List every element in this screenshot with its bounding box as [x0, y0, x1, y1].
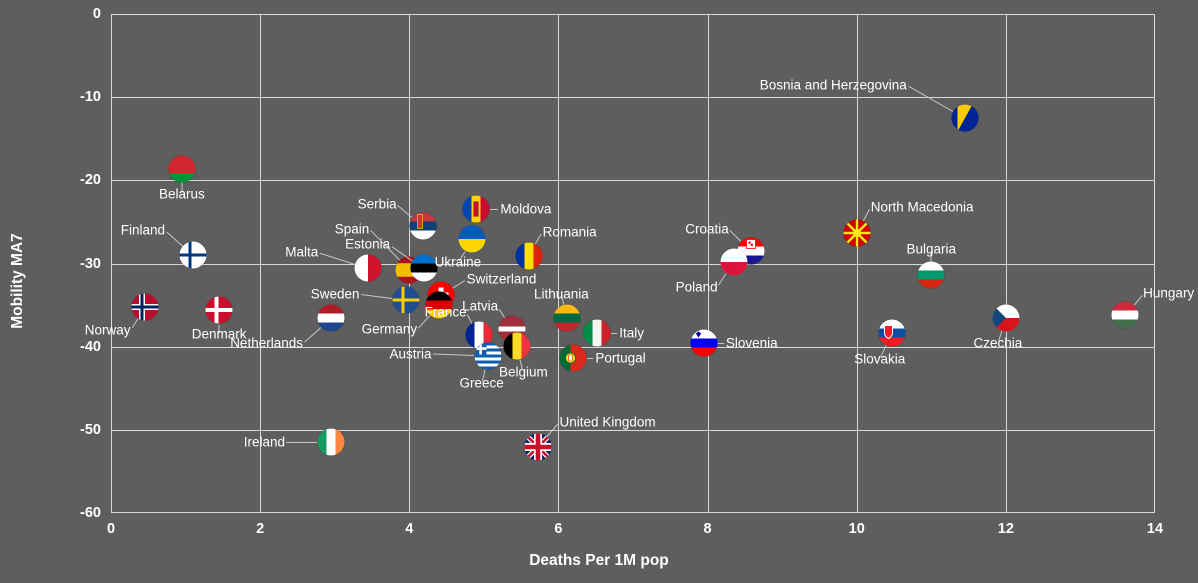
x-axis-tick-label: 14	[1146, 521, 1164, 537]
gridline-horizontal	[111, 180, 1155, 181]
data-point-marker-greece[interactable]	[474, 342, 502, 370]
data-point-marker-norway[interactable]	[131, 293, 159, 321]
data-point-label: Denmark	[191, 326, 247, 342]
data-point-label: Czechia	[973, 335, 1023, 351]
data-point-marker-north-macedonia[interactable]	[843, 219, 871, 247]
data-point-label: United Kingdom	[559, 414, 656, 430]
gridline-vertical	[1006, 14, 1007, 513]
label-leader-line	[610, 332, 618, 334]
y-axis-title: Mobility MA7	[9, 233, 26, 329]
x-axis-tick-label: 8	[703, 521, 712, 537]
gridline-horizontal	[111, 430, 1155, 431]
data-point-marker-moldova[interactable]	[462, 195, 490, 223]
data-point-marker-hungary[interactable]	[1111, 301, 1139, 329]
x-axis-tick-label: 10	[848, 521, 865, 537]
data-point-label: Estonia	[345, 236, 391, 252]
data-point-marker-ukraine[interactable]	[458, 225, 486, 253]
y-axis-tick-label: -40	[80, 338, 101, 355]
data-point-marker-italy[interactable]	[583, 319, 611, 347]
data-point-marker-slovakia[interactable]	[878, 319, 906, 347]
data-point-marker-portugal[interactable]	[559, 344, 587, 372]
y-axis-tick-label: -50	[80, 421, 101, 438]
data-point-marker-poland[interactable]	[720, 248, 748, 276]
data-point-label: France	[424, 304, 467, 320]
x-axis-tick-label: 0	[106, 521, 116, 537]
gridline-vertical	[857, 14, 858, 513]
data-point-label: Croatia	[685, 221, 729, 237]
data-point-label: North Macedonia	[870, 199, 974, 215]
data-point-marker-netherlands[interactable]	[317, 304, 345, 332]
y-axis-tick-label: -30	[80, 255, 101, 272]
label-leader-line	[489, 208, 499, 210]
data-point-label: Ireland	[243, 434, 285, 450]
data-point-marker-denmark[interactable]	[205, 296, 233, 324]
data-point-marker-bulgaria[interactable]	[917, 261, 945, 289]
x-axis-tick-label: 12	[997, 521, 1014, 537]
label-leader-line	[586, 358, 594, 360]
data-point-marker-united-kingdom[interactable]	[524, 433, 552, 461]
data-point-label: Germany	[361, 321, 418, 337]
data-point-label: Belarus	[158, 186, 205, 202]
data-point-marker-sweden[interactable]	[392, 286, 420, 314]
data-point-label: Moldova	[500, 201, 552, 217]
data-point-label: Hungary	[1143, 285, 1195, 301]
data-point-label: Finland	[120, 222, 166, 238]
data-point-label: Romania	[542, 224, 597, 240]
data-point-marker-slovenia[interactable]	[690, 329, 718, 357]
data-point-label: Slovakia	[854, 351, 906, 367]
data-point-label: Bulgaria	[906, 241, 957, 257]
data-point-label: Malta	[285, 244, 319, 260]
plot-area	[111, 14, 1155, 513]
data-point-label: Slovenia	[725, 335, 778, 351]
data-point-marker-czechia[interactable]	[992, 304, 1020, 332]
data-point-label: Belgium	[499, 364, 548, 380]
data-point-marker-croatia[interactable]	[737, 237, 765, 265]
data-point-marker-romania[interactable]	[515, 242, 543, 270]
data-point-label: Bosnia and Herzegovina	[759, 77, 907, 93]
x-axis-tick-label: 2	[256, 521, 265, 537]
y-axis-tick-label: -20	[80, 172, 101, 189]
data-point-label: Norway	[84, 322, 131, 338]
gridline-vertical	[558, 14, 559, 513]
data-point-marker-bosnia-and-herzegovina[interactable]	[951, 104, 979, 132]
y-axis-tick-label: -60	[80, 505, 101, 521]
data-point-label: Serbia	[357, 196, 397, 212]
data-point-label: Italy	[619, 325, 644, 341]
data-point-label: Austria	[389, 346, 432, 362]
data-point-label: Sweden	[310, 286, 360, 302]
data-point-marker-belgium[interactable]	[503, 332, 531, 360]
data-point-marker-france[interactable]	[465, 321, 493, 349]
gridline-vertical	[708, 14, 709, 513]
data-point-marker-serbia[interactable]	[409, 212, 437, 240]
x-axis-title: Deaths Per 1M pop	[529, 552, 669, 569]
y-axis-tick-label: -10	[80, 89, 101, 106]
data-point-label: Netherlands	[230, 335, 303, 351]
gridline-horizontal	[111, 97, 1155, 98]
data-point-label: Latvia	[462, 298, 499, 314]
x-axis-tick-label: 4	[405, 521, 414, 537]
data-point-label: Greece	[459, 375, 504, 391]
data-point-label: Ukraine	[434, 254, 482, 270]
data-point-marker-lithuania[interactable]	[553, 304, 581, 332]
data-point-marker-finland[interactable]	[179, 241, 207, 269]
gridline-horizontal	[111, 264, 1155, 265]
data-point-marker-belarus[interactable]	[168, 155, 196, 183]
data-point-label: Poland	[675, 279, 718, 295]
data-point-marker-germany[interactable]	[425, 291, 453, 319]
y-axis-tick-label: 0	[92, 6, 101, 22]
data-point-marker-malta[interactable]	[354, 254, 382, 282]
label-leader-line	[717, 343, 724, 345]
data-point-label: Lithuania	[533, 286, 589, 302]
gridline-vertical	[260, 14, 261, 513]
data-point-label: Switzerland	[466, 271, 537, 287]
x-axis-tick-label: 6	[554, 521, 563, 537]
gridline-horizontal	[111, 347, 1155, 348]
data-point-label: Spain	[334, 221, 370, 237]
data-point-marker-ireland[interactable]	[317, 428, 345, 456]
data-point-label: Portugal	[595, 350, 646, 366]
data-point-marker-estonia[interactable]	[410, 254, 438, 282]
